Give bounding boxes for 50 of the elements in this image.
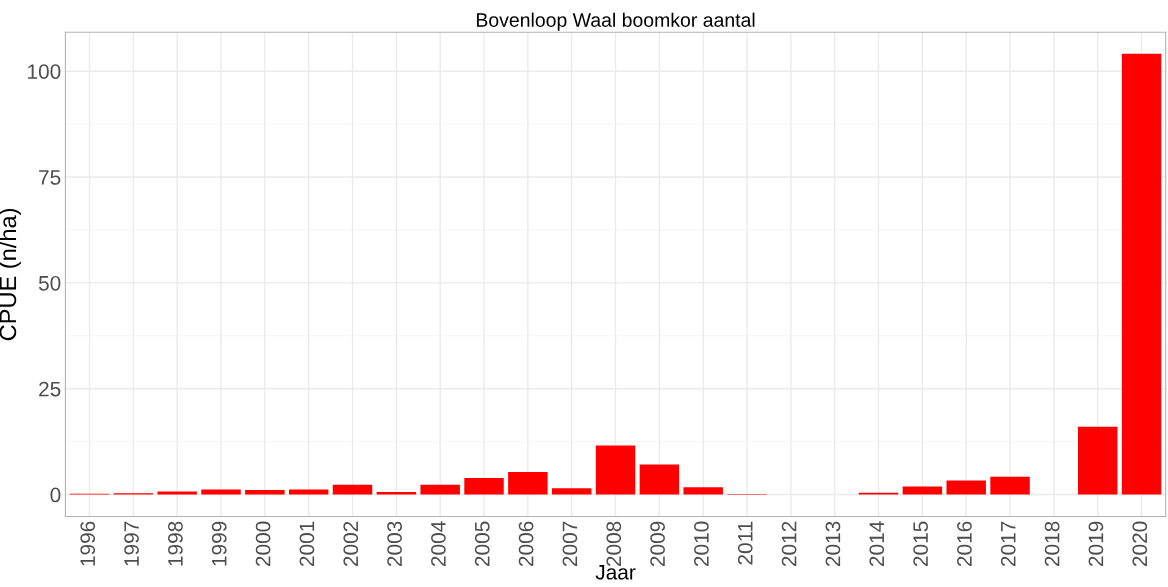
bar — [683, 487, 723, 495]
x-tick-label: 2007 — [562, 521, 578, 567]
x-tick-label: 2019 — [1088, 521, 1104, 567]
bar — [420, 484, 460, 495]
bar — [508, 472, 548, 495]
x-tick-label: 2004 — [431, 521, 446, 567]
x-tick-label: 2015 — [913, 521, 928, 567]
x-tick-label: 2017 — [1000, 521, 1016, 567]
x-tick-label: 2000 — [255, 521, 271, 567]
x-tick-label: 2009 — [650, 521, 665, 567]
y-tick-label: 50 — [38, 275, 61, 291]
x-tick-label: 2006 — [518, 521, 534, 567]
y-tick-label: 25 — [39, 381, 61, 397]
y-tick-label: 75 — [39, 170, 61, 185]
bar — [157, 491, 197, 495]
x-tick-label: 1999 — [211, 521, 227, 566]
y-tick-label: 100 — [28, 64, 61, 79]
x-tick-label: 1996 — [80, 521, 96, 566]
x-tick-label: 2008 — [606, 521, 622, 567]
chart-title: Bovenloop Waal boomkor aantal — [476, 12, 755, 31]
x-tick-label: 2020 — [1132, 521, 1148, 567]
x-tick-label: 2018 — [1044, 521, 1060, 567]
bar — [990, 476, 1030, 495]
x-tick-label: 2011 — [737, 521, 753, 565]
bar — [551, 488, 592, 495]
x-tick-label: 2012 — [781, 521, 797, 567]
bar — [245, 489, 285, 495]
bar — [946, 480, 986, 495]
x-tick-label: 2002 — [343, 521, 359, 567]
x-axis-title: Jaar — [595, 565, 636, 580]
x-tick-label: 1998 — [168, 521, 183, 566]
bar — [464, 478, 504, 495]
bar — [1121, 53, 1162, 495]
x-tick-label: 2016 — [957, 521, 972, 567]
x-tick-label: 1997 — [124, 521, 139, 566]
bar — [201, 489, 241, 495]
bar — [639, 464, 680, 495]
x-tick-label: 2003 — [387, 521, 402, 567]
x-tick-label: 2014 — [869, 521, 885, 567]
bar — [376, 492, 417, 495]
x-tick-label: 2005 — [474, 521, 490, 567]
bar — [288, 489, 329, 495]
x-tick-label: 2013 — [825, 521, 841, 567]
y-tick-label: 0 — [50, 487, 61, 503]
bar — [332, 484, 373, 495]
bar — [1077, 426, 1118, 495]
x-tick-label: 2001 — [299, 521, 315, 567]
x-tick-label: 2010 — [694, 521, 709, 567]
bar — [902, 486, 943, 495]
bar — [595, 445, 636, 495]
